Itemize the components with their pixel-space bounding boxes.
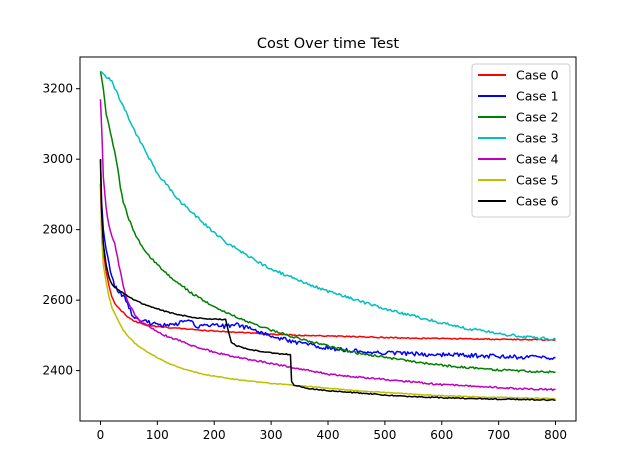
x-axis: 0 100 200 300 400 500 600 700 800 — [97, 421, 567, 442]
x-tick-label: 200 — [203, 428, 226, 442]
y-tick-label: 3000 — [42, 152, 73, 166]
legend: Case 0 Case 1 Case 2 Case 3 Case 4 Case 5 Case… — [471, 63, 571, 218]
series-layer — [99, 70, 557, 402]
series-line-7 — [99, 159, 556, 402]
legend-label: Case 1 — [516, 89, 559, 104]
legend-label: Case 2 — [516, 110, 559, 125]
legend-label: Case 0 — [516, 68, 559, 83]
series-line-3 — [99, 70, 556, 374]
chart-title: Cost Over time Test — [257, 36, 400, 52]
legend-label: Case 4 — [516, 152, 559, 167]
series-line-1 — [99, 183, 556, 342]
x-tick-label: 800 — [544, 428, 567, 442]
legend-label: Case 5 — [516, 173, 559, 188]
y-tick-label: 3200 — [42, 82, 73, 96]
y-tick-label: 2800 — [42, 223, 73, 237]
series-line-4 — [99, 70, 557, 342]
x-tick-label: 600 — [430, 428, 453, 442]
y-tick-label: 2400 — [42, 364, 73, 378]
series-line-6 — [99, 162, 556, 400]
legend-label: Case 6 — [516, 194, 559, 209]
x-tick-label: 300 — [260, 428, 283, 442]
legend-label: Case 3 — [516, 131, 559, 146]
y-tick-label: 2600 — [42, 293, 73, 307]
y-axis: 2400 2600 2800 3000 3200 — [42, 82, 80, 378]
x-tick-label: 500 — [373, 428, 396, 442]
x-tick-label: 0 — [97, 428, 105, 442]
x-tick-label: 100 — [146, 428, 169, 442]
series-line-5 — [99, 99, 556, 392]
x-tick-label: 700 — [487, 428, 510, 442]
legend-box — [471, 63, 571, 218]
x-tick-label: 400 — [317, 428, 340, 442]
series-line-2 — [99, 159, 556, 361]
